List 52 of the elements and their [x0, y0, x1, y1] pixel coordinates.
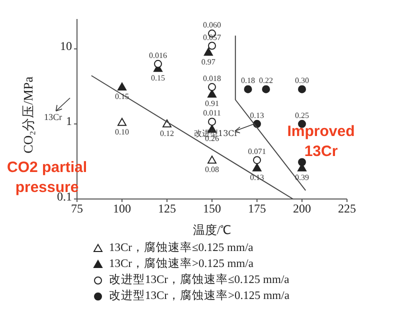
annotation: 0.91	[205, 99, 219, 108]
annotation: 0.10	[115, 127, 129, 136]
point	[118, 82, 126, 91]
text: 13Cr	[44, 112, 62, 122]
x-tick-label: 125	[158, 202, 176, 216]
legend-label: 13Cr，腐蚀速率≤0.125 mm/a	[108, 240, 254, 256]
y-tick-label: 1	[66, 114, 72, 128]
point	[208, 156, 216, 164]
annotation: 0.018	[203, 74, 221, 84]
point	[298, 158, 306, 166]
annotation: 0.26	[205, 134, 219, 144]
annotation: 0.39	[295, 172, 309, 182]
point	[298, 85, 306, 94]
x-tick-label: 225	[338, 202, 356, 216]
legend-label: 改进型13Cr，腐蚀速率>0.125 mm/a	[108, 288, 290, 304]
point	[118, 118, 126, 126]
legend-label: 13Cr，腐蚀速率>0.125 mm/a	[108, 256, 254, 272]
annotation: 0.97	[201, 57, 216, 66]
x-tick-label: 150	[203, 202, 221, 216]
point	[204, 48, 213, 56]
annotation: 0.15	[151, 73, 165, 82]
annotation: 0.011	[203, 108, 221, 118]
annotation: 0.13	[250, 110, 264, 120]
x-tick-label: 100	[113, 202, 131, 216]
x-tick-label: 75	[71, 202, 83, 216]
point	[244, 85, 252, 94]
point	[162, 119, 172, 128]
point	[262, 85, 270, 94]
annotation: 0.016	[149, 50, 167, 60]
annotation: 0.30	[295, 76, 309, 86]
y-axis-title: CO₂分压/MPa	[20, 76, 36, 154]
x-tick-label: 200	[293, 202, 311, 216]
legend-label: 改进型13Cr，腐蚀速率≤0.125 mm/a	[108, 272, 290, 288]
point	[253, 156, 261, 164]
point	[208, 118, 216, 126]
point	[208, 83, 216, 92]
annotation: 0.25	[295, 110, 309, 120]
annotation: 0.057	[203, 32, 221, 42]
x-tick-label: 175	[248, 202, 266, 216]
annotation: 0.071	[248, 147, 266, 156]
annotation: 0.08	[205, 165, 219, 174]
annotation: 0.22	[259, 76, 273, 86]
y-tick-label: 10	[60, 39, 72, 54]
annotation: Improved 13Cr	[286, 122, 356, 162]
point	[208, 90, 216, 98]
annotation: 0.12	[160, 128, 174, 138]
point	[154, 60, 162, 68]
annotation: 0.060	[203, 20, 221, 30]
point	[208, 42, 216, 50]
point	[252, 163, 262, 172]
annotation: 0.18	[241, 76, 255, 86]
x-axis-title: 温度/℃	[192, 222, 232, 239]
